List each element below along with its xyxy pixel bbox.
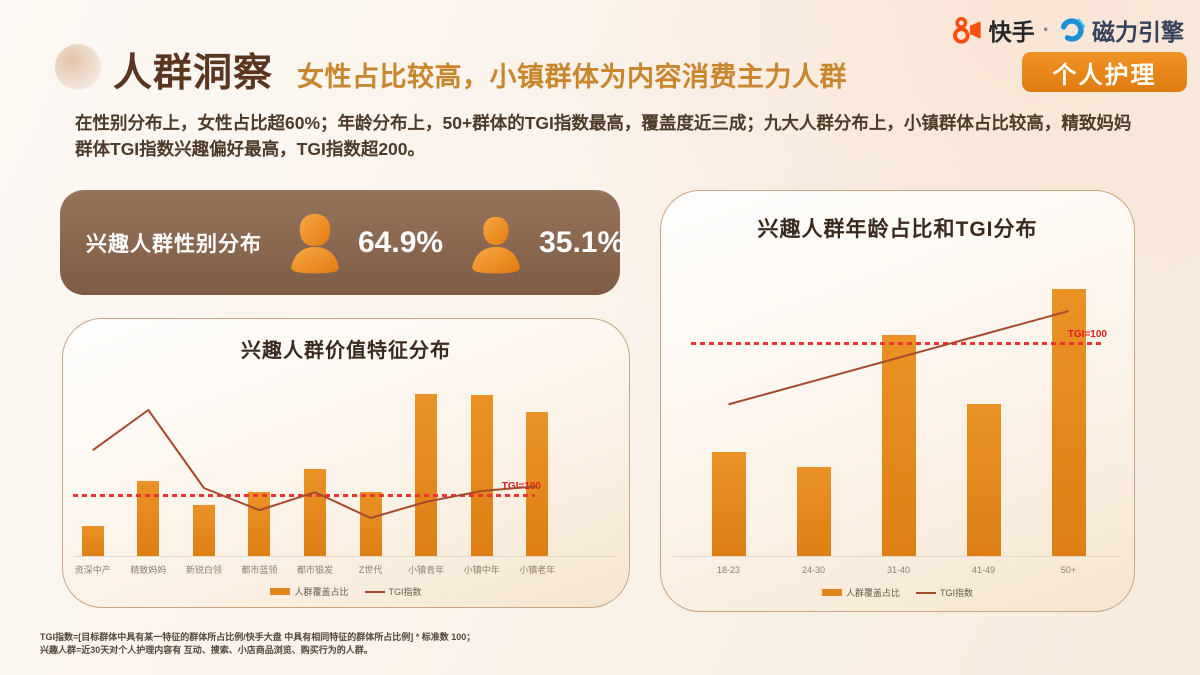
bar xyxy=(137,480,160,557)
x-axis-tick-label: 小镇中年 xyxy=(463,565,500,575)
x-axis-tick-label: 新锐白领 xyxy=(185,565,222,575)
age-tgi-chart-title: 兴趣人群年龄占比和TGI分布 xyxy=(757,218,1038,241)
female-person-icon xyxy=(291,213,339,273)
bar xyxy=(81,526,104,557)
bar xyxy=(1051,289,1086,557)
x-axis-tick-label: Z世代 xyxy=(358,565,383,575)
legend-item: 人群覆盖占比 xyxy=(270,585,349,598)
brand-separator-dot: · xyxy=(1042,17,1050,42)
legend-label: TGI指数 xyxy=(388,587,422,597)
male-percentage: 35.1% xyxy=(539,225,625,259)
engine-wordmark: 磁力引擎 xyxy=(1092,19,1184,45)
magnetic-engine-icon xyxy=(1060,18,1086,42)
gender-panel-label: 兴趣人群性别分布 xyxy=(86,232,262,256)
age-tgi-legend: 人群覆盖占比 TGI指数 xyxy=(661,586,1134,599)
bar xyxy=(359,491,382,557)
age-tgi-x-axis xyxy=(673,556,1122,557)
legend-label: TGI指数 xyxy=(940,588,973,598)
tgi-100-reference-line xyxy=(691,342,1101,345)
kuaishou-camera-icon xyxy=(952,17,981,44)
brand-logos: 快手 · 磁力引擎 xyxy=(952,13,1184,47)
tgi-100-label: TGI=100 xyxy=(501,481,541,492)
x-axis-tick-label: 小镇青年 xyxy=(408,565,445,575)
x-axis-tick-label: 24-30 xyxy=(801,565,826,575)
value-feature-x-axis xyxy=(75,556,617,557)
legend-item: TGI指数 xyxy=(916,586,973,599)
value-feature-x-labels: 资深中产 精致妈妈 新锐白领 都市蓝领 都市银发 Z世代 小镇青年 小镇中年 小镇老年 xyxy=(65,563,565,577)
title-decoration-circle xyxy=(55,44,101,90)
legend-line-swatch xyxy=(364,590,385,593)
female-percentage: 64.9% xyxy=(358,225,444,259)
value-feature-plot-area: TGI=100 xyxy=(65,347,565,557)
legend-bar-swatch xyxy=(821,589,842,596)
tgi-line-series xyxy=(728,310,1069,406)
gender-distribution-panel: 兴趣人群性别分布 64.9% 35.1% xyxy=(60,190,624,295)
bar xyxy=(796,467,831,557)
age-tgi-x-labels: 18-23 24-30 31-40 41-49 50+ xyxy=(686,565,1111,579)
bar xyxy=(881,335,916,557)
x-axis-tick-label: 都市蓝领 xyxy=(241,565,278,575)
bar xyxy=(711,452,746,557)
bar xyxy=(526,411,549,557)
legend-label: 人群覆盖占比 xyxy=(294,587,349,597)
footnotes: TGI指数=[目标群体中具有某一特征的群体所占比例/快手大盘 中具有相同特征的群… xyxy=(40,631,475,656)
bar xyxy=(192,505,215,557)
value-feature-legend: 人群覆盖占比 TGI指数 xyxy=(63,585,629,598)
category-tag-button[interactable]: 个人护理 xyxy=(1022,52,1187,92)
value-feature-chart-card: 兴趣人群价值特征分布 TGI=100 资深中产 精致妈妈 新锐白领 都市蓝领 都市银发 Z… xyxy=(62,318,630,608)
x-axis-tick-label: 都市银发 xyxy=(296,565,334,575)
tgi-line-series xyxy=(92,409,538,519)
page-subtitle: 女性占比较高，小镇群体为内容消费主力人群 xyxy=(297,62,847,92)
age-tgi-plot-area: TGI=100 xyxy=(686,247,1111,557)
bar xyxy=(304,469,326,557)
value-feature-chart-title: 兴趣人群价值特征分布 xyxy=(241,340,451,362)
x-axis-tick-label: 小镇老年 xyxy=(519,565,556,575)
x-axis-tick-label: 精致妈妈 xyxy=(130,565,167,575)
legend-line-swatch xyxy=(916,591,936,594)
legend-label: 人群覆盖占比 xyxy=(845,588,900,598)
bar xyxy=(470,394,493,557)
age-tgi-chart-card: 兴趣人群年龄占比和TGI分布 TGI=100 18-23 24-30 31-40 41… xyxy=(660,190,1135,612)
x-axis-tick-label: 31-40 xyxy=(886,565,911,575)
x-axis-tick-label: 18-23 xyxy=(716,565,741,575)
legend-item: 人群覆盖占比 xyxy=(821,586,900,599)
footnote-tgi-definition: TGI指数=[目标群体中具有某一特征的群体所占比例/快手大盘 中具有相同特征的群… xyxy=(40,632,476,642)
male-person-icon xyxy=(472,216,520,273)
summary-text: 在性别分布上，女性占比超60%；年龄分布上，50+群体的TGI指数最高，覆盖度近… xyxy=(75,113,1132,159)
page-title: 人群洞察 xyxy=(113,52,274,95)
x-axis-tick-label: 资深中产 xyxy=(74,565,111,575)
legend-bar-swatch xyxy=(270,588,291,595)
bar xyxy=(415,393,438,557)
kuaishou-wordmark: 快手 xyxy=(988,19,1035,45)
footnote-audience-definition: 兴趣人群=近30天对个人护理内容有 互动、搜索、小店商品浏览、购买行为的人群。 xyxy=(40,644,373,655)
x-axis-tick-label: 41-49 xyxy=(971,565,996,575)
x-axis-tick-label: 50+ xyxy=(1060,565,1077,575)
legend-item: TGI指数 xyxy=(364,585,422,598)
tgi-100-label: TGI=100 xyxy=(1067,329,1107,340)
bar xyxy=(966,403,1001,557)
